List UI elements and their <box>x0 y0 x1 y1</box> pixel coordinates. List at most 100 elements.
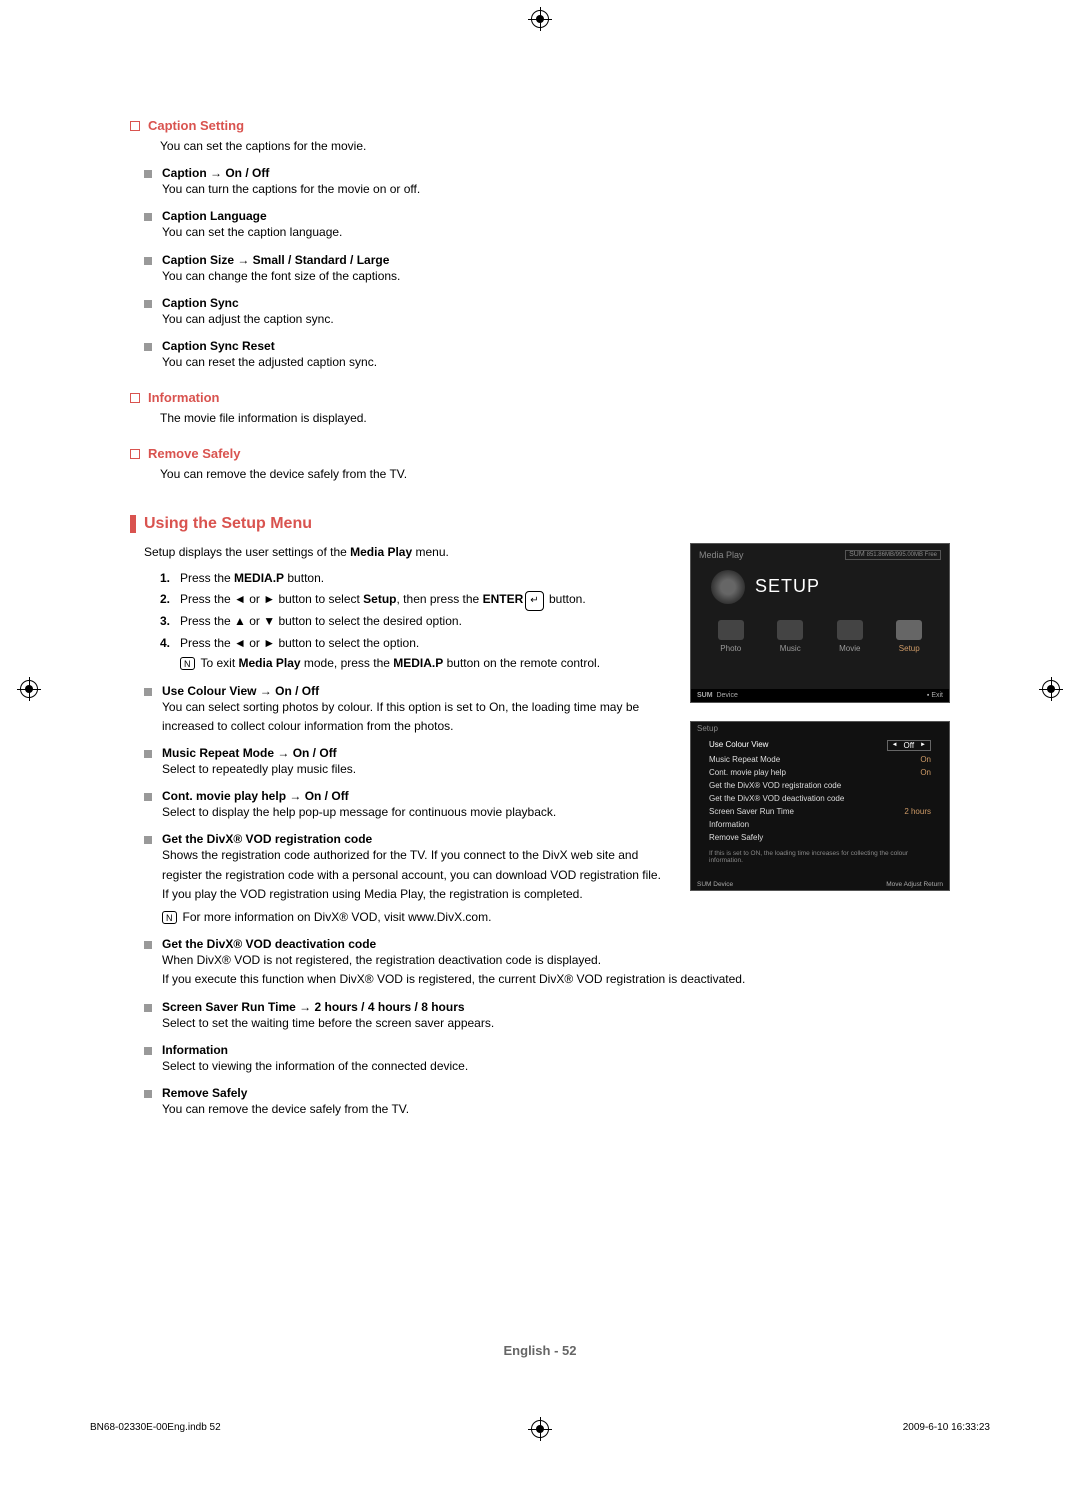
checkbox-icon <box>130 121 140 131</box>
setup-item: Remove Safely You can remove the device … <box>144 1086 950 1119</box>
doc-timestamp: 2009-6-10 16:33:23 <box>903 1422 990 1433</box>
item-head: Screen Saver Run Time → 2 hours / 4 hour… <box>162 1000 950 1014</box>
item-desc2: If you play the VOD registration using M… <box>162 885 670 904</box>
item-desc: Select to viewing the information of the… <box>162 1057 950 1076</box>
setup-label: SETUP <box>755 576 820 597</box>
remove-safely-heading: Remove Safely <box>130 446 950 461</box>
bullet-icon <box>144 257 152 265</box>
note-text: For more information on DivX® VOD, visit… <box>183 908 492 927</box>
remove-safely-title: Remove Safely <box>148 446 241 461</box>
bullet-icon <box>144 1047 152 1055</box>
shot2-title: Setup <box>697 724 718 733</box>
intro-text: Setup displays the user settings of the <box>144 545 350 559</box>
item-desc: You can reset the adjusted caption sync. <box>162 353 950 372</box>
item-desc: Select to display the help pop-up messag… <box>162 803 670 822</box>
item-head: Caption Sync <box>162 296 950 310</box>
setup-menu-heading: Using the Setup Menu <box>130 515 950 533</box>
item-head: Caption Language <box>162 209 950 223</box>
information-title: Information <box>148 390 220 405</box>
menu-row: Get the DivX® VOD deactivation code <box>709 792 931 805</box>
step-num: 1. <box>160 568 180 590</box>
menu-row: Cont. movie play helpOn <box>709 766 931 779</box>
gear-icon <box>711 570 745 604</box>
footer2-left: SUM Device <box>697 881 733 888</box>
value-selector: ◄Off► <box>887 740 931 751</box>
item-head: Get the DivX® VOD deactivation code <box>162 937 950 951</box>
footer-left: SUM Device <box>697 692 738 699</box>
page-number: English - 52 <box>0 1343 1080 1358</box>
item-desc: You can remove the device safely from th… <box>162 1100 950 1119</box>
setup-item: Cont. movie play help → On / Off Select … <box>144 789 670 822</box>
page: Caption Setting You can set the captions… <box>0 0 1080 1488</box>
setup-item: Screen Saver Run Time → 2 hours / 4 hour… <box>144 1000 950 1033</box>
step-text: Press the ◄ or ► button to select Setup,… <box>180 589 586 611</box>
checkbox-icon <box>130 393 140 403</box>
item-head: Caption Sync Reset <box>162 339 950 353</box>
enter-icon: ↵ <box>525 591 543 611</box>
note-icon: N <box>162 911 177 924</box>
footer-right: ▪ Exit <box>927 692 943 699</box>
item-desc: Shows the registration code authorized f… <box>162 846 670 884</box>
intro-text: menu. <box>412 545 449 559</box>
item-desc: You can turn the captions for the movie … <box>162 180 950 199</box>
menu-row: Information <box>709 818 931 831</box>
item-desc: When DivX® VOD is not registered, the re… <box>162 951 950 970</box>
step-text: Press the ▲ or ▼ button to select the de… <box>180 611 462 633</box>
setup-item: Get the DivX® VOD deactivation code When… <box>144 937 950 989</box>
item-head: Caption → On / Off <box>162 166 950 180</box>
bullet-icon <box>144 750 152 758</box>
menu-row: Get the DivX® VOD registration code <box>709 779 931 792</box>
photo-icon: Photo <box>718 620 744 653</box>
item-head: Information <box>162 1043 950 1057</box>
bullet-icon <box>144 343 152 351</box>
menu-row: Use Colour View ◄Off► <box>709 738 931 753</box>
step-text: Press the MEDIA.P button. <box>180 568 324 590</box>
setup-intro: Setup displays the user settings of the … <box>144 543 670 562</box>
step-num: 4. <box>160 633 180 655</box>
caption-item: Caption Size → Small / Standard / Large … <box>144 253 950 286</box>
note: N For more information on DivX® VOD, vis… <box>162 908 950 927</box>
note-text: To exit Media Play mode, press the MEDIA… <box>201 654 601 673</box>
item-head: Cont. movie play help → On / Off <box>162 789 670 803</box>
shot-header-text: Media Play <box>699 550 744 560</box>
bullet-icon <box>144 793 152 801</box>
item-desc: Select to repeatedly play music files. <box>162 760 670 779</box>
step-num: 3. <box>160 611 180 633</box>
information-heading: Information <box>130 390 950 405</box>
bullet-icon <box>144 300 152 308</box>
setup-item: Music Repeat Mode → On / Off Select to r… <box>144 746 670 779</box>
caption-item: Caption Sync You can adjust the caption … <box>144 296 950 329</box>
item-desc: You can change the font size of the capt… <box>162 267 950 286</box>
item-desc: You can select sorting photos by colour.… <box>162 698 670 736</box>
menu-hint: If this is set to ON, the loading time i… <box>709 850 931 866</box>
information-desc: The movie file information is displayed. <box>160 409 950 428</box>
caption-setting-desc: You can set the captions for the movie. <box>160 137 950 156</box>
bullet-icon <box>144 836 152 844</box>
intro-bold: Media Play <box>350 545 412 559</box>
caption-item: Caption → On / Off You can turn the capt… <box>144 166 950 199</box>
media-play-screenshot: Media Play SUM 851.86MB/995.00MB Free SE… <box>690 543 950 703</box>
step-num: 2. <box>160 589 180 611</box>
music-icon: Music <box>777 620 803 653</box>
item-head: Caption Size → Small / Standard / Large <box>162 253 950 267</box>
item-desc2: If you execute this function when DivX® … <box>162 970 950 989</box>
item-desc: You can adjust the caption sync. <box>162 310 950 329</box>
bullet-icon <box>144 1004 152 1012</box>
item-head: Use Colour View → On / Off <box>162 684 670 698</box>
steps-list: 1.Press the MEDIA.P button. 2.Press the … <box>160 568 670 655</box>
caption-setting-heading: Caption Setting <box>130 118 950 133</box>
footer2-right: Move Adjust Return <box>886 881 943 888</box>
caption-setting-title: Caption Setting <box>148 118 244 133</box>
setup-menu-screenshot: Setup Use Colour View ◄Off► Music Repeat… <box>690 721 950 891</box>
item-head: Get the DivX® VOD registration code <box>162 832 670 846</box>
menu-row: Remove Safely <box>709 831 931 844</box>
remove-safely-desc: You can remove the device safely from th… <box>160 465 950 484</box>
checkbox-icon <box>130 449 140 459</box>
shot-header-sum: SUM 851.86MB/995.00MB Free <box>845 550 941 560</box>
item-head: Music Repeat Mode → On / Off <box>162 746 670 760</box>
item-desc: Select to set the waiting time before th… <box>162 1014 950 1033</box>
setup-icon: Setup <box>896 620 922 653</box>
note: N To exit Media Play mode, press the MED… <box>180 654 670 673</box>
item-desc: You can set the caption language. <box>162 223 950 242</box>
menu-row: Screen Saver Run Time2 hours <box>709 805 931 818</box>
